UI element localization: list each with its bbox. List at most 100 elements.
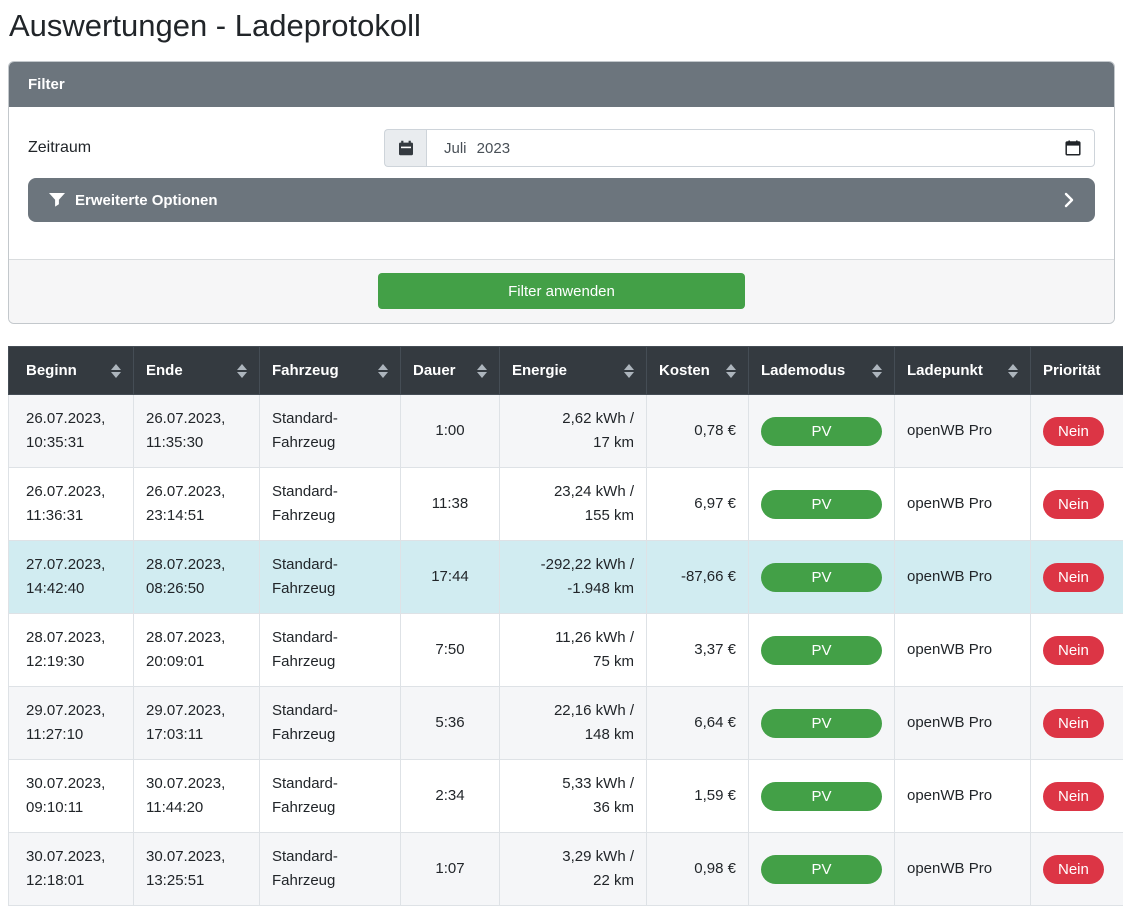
cell-fahrzeug: Standard-Fahrzeug — [260, 687, 401, 760]
column-header-ende[interactable]: Ende — [134, 347, 260, 395]
filter-panel-body: Zeitraum Juli 2023 — [9, 107, 1114, 259]
cell-kosten: 3,37 € — [647, 614, 749, 687]
cell-dauer: 7:50 — [401, 614, 500, 687]
sort-icon[interactable] — [477, 364, 487, 378]
column-label: Energie — [512, 362, 567, 379]
cell-lademodus: PV — [749, 614, 895, 687]
cell-prioritaet: Nein — [1031, 760, 1123, 833]
cell-fahrzeug: Standard-Fahrzeug — [260, 541, 401, 614]
sort-icon[interactable] — [872, 364, 882, 378]
column-header-prioritaet[interactable]: Priorität — [1031, 347, 1123, 395]
advanced-options-toggle[interactable]: Erweiterte Optionen — [28, 178, 1095, 222]
sort-icon[interactable] — [1008, 364, 1018, 378]
cell-prioritaet: Nein — [1031, 614, 1123, 687]
cell-fahrzeug: Standard-Fahrzeug — [260, 468, 401, 541]
cell-fahrzeug: Standard-Fahrzeug — [260, 395, 401, 468]
zeitraum-value: Juli 2023 — [444, 140, 510, 157]
cell-ladepunkt: openWB Pro — [895, 760, 1031, 833]
cell-ladepunkt: openWB Pro — [895, 687, 1031, 760]
advanced-options-label: Erweiterte Optionen — [75, 192, 218, 209]
column-label: Priorität — [1043, 362, 1101, 379]
cell-ladepunkt: openWB Pro — [895, 541, 1031, 614]
column-header-dauer[interactable]: Dauer — [401, 347, 500, 395]
column-label: Ladepunkt — [907, 362, 983, 379]
lademodus-badge: PV — [761, 490, 882, 519]
sort-icon[interactable] — [237, 364, 247, 378]
sort-icon[interactable] — [624, 364, 634, 378]
cell-prioritaet: Nein — [1031, 395, 1123, 468]
cell-lademodus: PV — [749, 395, 895, 468]
sort-icon[interactable] — [111, 364, 121, 378]
prioritaet-badge: Nein — [1043, 417, 1104, 446]
cell-ende: 26.07.2023, 11:35:30 — [134, 395, 260, 468]
prioritaet-badge: Nein — [1043, 855, 1104, 884]
cell-lademodus: PV — [749, 760, 895, 833]
cell-energie: -292,22 kWh /-1.948 km — [500, 541, 647, 614]
cell-beginn: 30.07.2023, 12:18:01 — [9, 833, 134, 906]
prioritaet-badge: Nein — [1043, 490, 1104, 519]
cell-prioritaet: Nein — [1031, 468, 1123, 541]
cell-beginn: 30.07.2023, 09:10:11 — [9, 760, 134, 833]
cell-energie: 3,29 kWh /22 km — [500, 833, 647, 906]
cell-fahrzeug: Standard-Fahrzeug — [260, 760, 401, 833]
cell-beginn: 26.07.2023, 10:35:31 — [9, 395, 134, 468]
cell-lademodus: PV — [749, 687, 895, 760]
column-header-energie[interactable]: Energie — [500, 347, 647, 395]
prioritaet-badge: Nein — [1043, 636, 1104, 665]
page-title: Auswertungen - Ladeprotokoll — [9, 8, 1123, 44]
prioritaet-badge: Nein — [1043, 782, 1104, 811]
chevron-right-icon — [1064, 192, 1074, 208]
column-header-beginn[interactable]: Beginn — [9, 347, 134, 395]
cell-dauer: 17:44 — [401, 541, 500, 614]
cell-ladepunkt: openWB Pro — [895, 395, 1031, 468]
column-label: Beginn — [26, 362, 77, 379]
cell-kosten: 6,64 € — [647, 687, 749, 760]
zeitraum-row: Zeitraum Juli 2023 — [28, 129, 1095, 167]
cell-energie: 23,24 kWh /155 km — [500, 468, 647, 541]
lademodus-badge: PV — [761, 782, 882, 811]
charge-log-table: Beginn Ende Fahrzeug Dauer Energie Kosten Lade… — [8, 346, 1123, 906]
cell-dauer: 1:00 — [401, 395, 500, 468]
cell-fahrzeug: Standard-Fahrzeug — [260, 614, 401, 687]
cell-energie: 2,62 kWh /17 km — [500, 395, 647, 468]
column-header-lademodus[interactable]: Lademodus — [749, 347, 895, 395]
cell-ende: 30.07.2023, 11:44:20 — [134, 760, 260, 833]
prioritaet-badge: Nein — [1043, 563, 1104, 592]
zeitraum-input-group: Juli 2023 — [384, 129, 1095, 167]
filter-funnel-icon — [49, 193, 65, 207]
cell-ende: 28.07.2023, 20:09:01 — [134, 614, 260, 687]
month-picker-icon[interactable] — [1065, 140, 1081, 156]
column-header-ladepunkt[interactable]: Ladepunkt — [895, 347, 1031, 395]
cell-ladepunkt: openWB Pro — [895, 468, 1031, 541]
column-header-kosten[interactable]: Kosten — [647, 347, 749, 395]
cell-dauer: 11:38 — [401, 468, 500, 541]
cell-energie: 11,26 kWh /75 km — [500, 614, 647, 687]
lademodus-badge: PV — [761, 417, 882, 446]
sort-icon[interactable] — [378, 364, 388, 378]
filter-panel-header: Filter — [9, 62, 1114, 107]
zeitraum-month-input[interactable]: Juli 2023 — [426, 129, 1095, 167]
zeitraum-label: Zeitraum — [28, 139, 384, 157]
cell-fahrzeug: Standard-Fahrzeug — [260, 833, 401, 906]
cell-energie: 5,33 kWh /36 km — [500, 760, 647, 833]
cell-beginn: 28.07.2023, 12:19:30 — [9, 614, 134, 687]
column-header-fahrzeug[interactable]: Fahrzeug — [260, 347, 401, 395]
cell-prioritaet: Nein — [1031, 541, 1123, 614]
apply-filter-button[interactable]: Filter anwenden — [378, 273, 745, 309]
column-label: Fahrzeug — [272, 362, 339, 379]
calendar-addon-button[interactable] — [384, 129, 426, 167]
cell-lademodus: PV — [749, 541, 895, 614]
calendar-icon — [398, 140, 414, 156]
column-label: Kosten — [659, 362, 710, 379]
sort-icon[interactable] — [726, 364, 736, 378]
lademodus-badge: PV — [761, 855, 882, 884]
lademodus-badge: PV — [761, 636, 882, 665]
cell-lademodus: PV — [749, 468, 895, 541]
cell-beginn: 27.07.2023, 14:42:40 — [9, 541, 134, 614]
cell-ende: 30.07.2023, 13:25:51 — [134, 833, 260, 906]
